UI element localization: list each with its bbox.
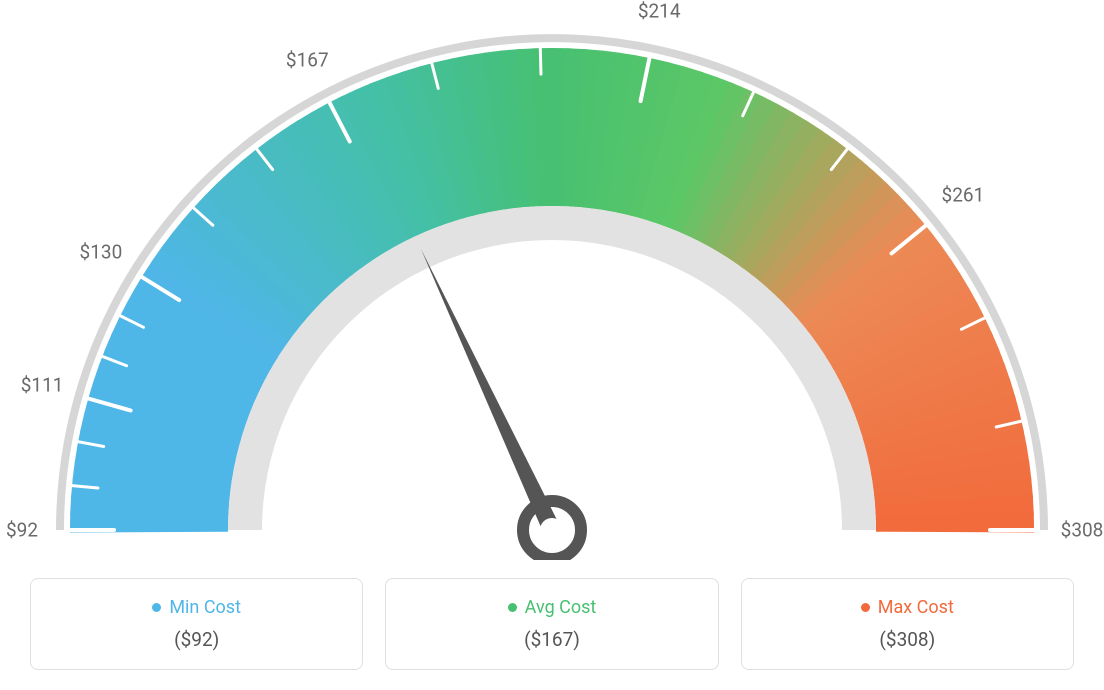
legend-value-min: ($92)	[41, 628, 352, 651]
legend-label-min: Min Cost	[41, 597, 352, 618]
legend-value-avg: ($167)	[396, 628, 707, 651]
legend-dot-avg	[508, 603, 517, 612]
gauge-svg	[0, 0, 1104, 560]
legend-label-avg: Avg Cost	[396, 597, 707, 618]
gauge-scale-label: $92	[6, 519, 38, 542]
legend-box-avg: Avg Cost ($167)	[385, 578, 718, 670]
gauge-scale-label: $214	[638, 0, 681, 22]
legend-box-min: Min Cost ($92)	[30, 578, 363, 670]
legend-row: Min Cost ($92) Avg Cost ($167) Max Cost …	[30, 578, 1074, 670]
gauge-scale-label: $261	[942, 184, 985, 207]
legend-text-min: Min Cost	[169, 597, 241, 618]
legend-dot-max	[861, 603, 870, 612]
gauge-scale-label: $167	[286, 48, 329, 71]
gauge-scale-label: $111	[21, 374, 64, 397]
legend-text-max: Max Cost	[878, 597, 954, 618]
legend-dot-min	[152, 603, 161, 612]
legend-box-max: Max Cost ($308)	[741, 578, 1074, 670]
legend-label-max: Max Cost	[752, 597, 1063, 618]
legend-value-max: ($308)	[752, 628, 1063, 651]
gauge-chart: $92 $111 $130 $167 $214 $261 $308	[0, 0, 1104, 560]
legend-text-avg: Avg Cost	[525, 597, 597, 618]
gauge-scale-label: $308	[1061, 519, 1104, 542]
gauge-scale-label: $130	[80, 240, 123, 263]
